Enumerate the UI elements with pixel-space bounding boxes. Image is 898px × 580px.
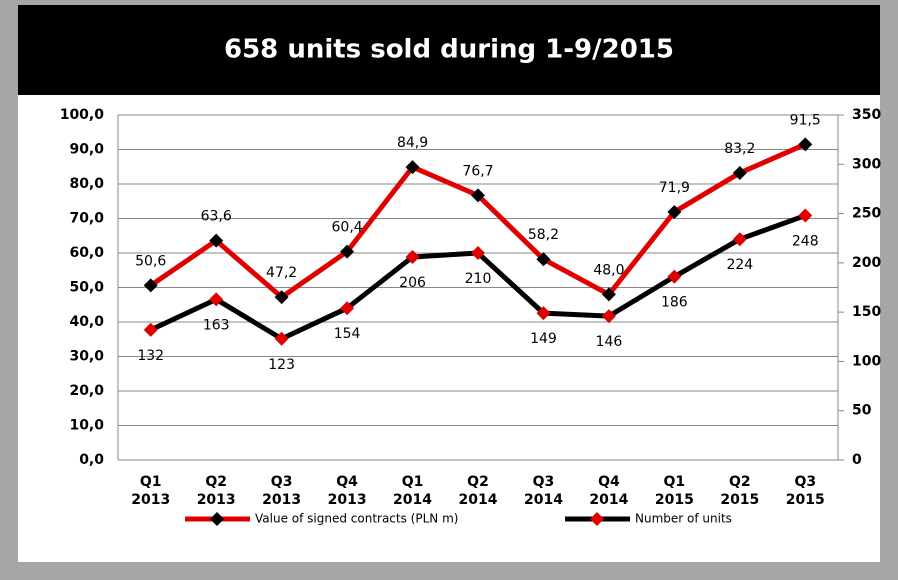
- data-label: 83,2: [724, 141, 755, 157]
- data-label: 91,5: [790, 112, 821, 128]
- point: [536, 306, 551, 321]
- data-label: 76,7: [462, 163, 493, 179]
- data-label: 186: [661, 295, 688, 311]
- point: [274, 290, 289, 305]
- y2-tick-label: 100: [852, 353, 881, 369]
- legend-marker: [210, 512, 224, 526]
- point: [536, 252, 551, 267]
- point: [405, 249, 420, 264]
- x-tick-label: Q3 2013: [262, 474, 301, 508]
- point: [601, 287, 616, 302]
- x-tick-label: Q4 2013: [328, 474, 367, 508]
- legend-marker: [590, 512, 604, 526]
- data-label: 154: [334, 326, 361, 342]
- title-bar: [18, 5, 880, 95]
- y-tick-label: 30,0: [69, 349, 104, 365]
- chart-title: 658 units sold during 1-9/2015: [224, 35, 674, 65]
- y2-tick-label: 50: [852, 403, 872, 419]
- y2-tick-label: 300: [852, 156, 881, 172]
- data-label: 58,2: [528, 227, 559, 243]
- point: [798, 208, 813, 223]
- point: [209, 233, 224, 248]
- point: [143, 322, 158, 337]
- y2-tick-label: 150: [852, 304, 881, 320]
- data-label: 47,2: [266, 265, 297, 281]
- data-label: 123: [268, 357, 295, 373]
- point: [601, 309, 616, 324]
- y-tick-label: 50,0: [69, 280, 104, 296]
- point: [471, 246, 485, 260]
- x-tick-label: Q1 2013: [131, 474, 170, 508]
- y-tick-label: 40,0: [69, 314, 104, 330]
- data-label: 50,6: [135, 253, 166, 269]
- y2-tick-label: 250: [852, 206, 881, 222]
- point: [732, 165, 747, 180]
- data-label: 146: [596, 334, 623, 350]
- x-tick-label: Q4 2014: [589, 474, 628, 508]
- y-tick-label: 70,0: [69, 211, 104, 227]
- data-label: 132: [137, 348, 164, 364]
- data-label: 206: [399, 275, 426, 291]
- point: [405, 160, 420, 175]
- y-tick-label: 60,0: [69, 245, 104, 261]
- legend-label: Value of signed contracts (PLN m): [255, 512, 458, 526]
- point: [340, 301, 355, 316]
- x-tick-label: Q1 2014: [393, 474, 432, 508]
- point: [732, 232, 747, 247]
- x-tick-label: Q2 2014: [459, 474, 498, 508]
- point: [667, 269, 682, 284]
- data-label: 71,9: [659, 180, 690, 196]
- data-label: 48,0: [593, 262, 624, 278]
- y2-tick-label: 0: [852, 452, 862, 468]
- data-label: 84,9: [397, 135, 428, 151]
- x-tick-label: Q2 2013: [197, 474, 236, 508]
- legend-label: Number of units: [635, 512, 732, 526]
- x-tick-label: Q3 2015: [786, 474, 825, 508]
- point: [667, 204, 682, 219]
- x-tick-label: Q2 2015: [720, 474, 759, 508]
- y-tick-label: 100,0: [60, 107, 105, 123]
- y2-tick-label: 350: [852, 107, 881, 123]
- y-tick-label: 10,0: [69, 418, 104, 434]
- x-tick-label: Q3 2014: [524, 474, 563, 508]
- y-tick-label: 20,0: [69, 383, 104, 399]
- y-tick-label: 90,0: [69, 142, 104, 158]
- point: [209, 292, 224, 307]
- data-label: 60,4: [332, 220, 363, 236]
- x-tick-label: Q1 2015: [655, 474, 694, 508]
- data-label: 224: [726, 257, 753, 273]
- point: [471, 188, 485, 203]
- y-tick-label: 80,0: [69, 176, 104, 192]
- y-tick-label: 0,0: [79, 452, 104, 468]
- point: [143, 278, 158, 293]
- point: [798, 137, 813, 152]
- data-label: 163: [203, 317, 230, 333]
- point: [340, 244, 355, 259]
- data-label: 63,6: [201, 209, 232, 225]
- data-label: 149: [530, 331, 557, 347]
- point: [274, 331, 289, 346]
- data-label: 210: [465, 271, 492, 287]
- data-label: 248: [792, 234, 819, 250]
- y2-tick-label: 200: [852, 255, 881, 271]
